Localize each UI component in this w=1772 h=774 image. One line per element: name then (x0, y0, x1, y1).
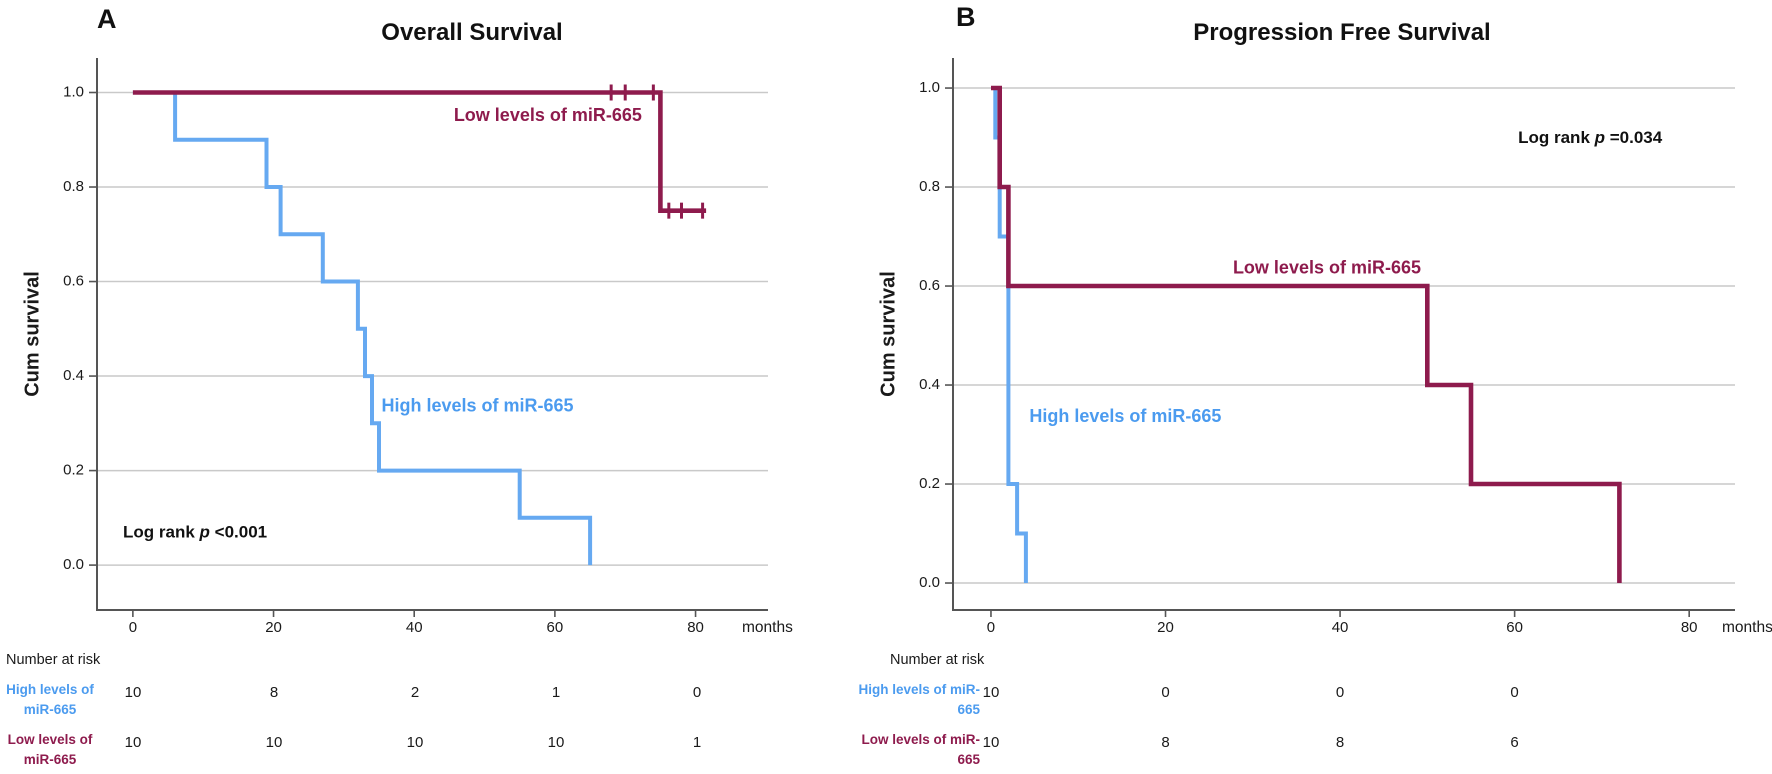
risk-count-low-80mo: 1 (692, 734, 702, 751)
panel-A-plot: 0.0 0.2 0.4 0.6 0.8 1.0 0 20 40 60 80 months Cum sur… (21, 58, 793, 636)
x-tick-label: 80 (1681, 619, 1698, 636)
x-tick-label: 20 (265, 619, 282, 636)
risk-row-label-line: Low levels of miR- (861, 732, 980, 747)
curve-label: Low levels of miR-665 (1233, 257, 1421, 277)
panel-b-title: Progression Free Survival (1193, 19, 1491, 46)
curve-label: Low levels of miR-665 (454, 105, 642, 125)
risk-count-high-0mo: 10 (124, 684, 142, 701)
risk-count-high-60mo: 1 (551, 684, 561, 701)
risk-count-low-40mo: 8 (1335, 734, 1345, 751)
x-tick-label: 40 (1332, 619, 1349, 636)
panel-B-plot: 0.0 0.2 0.4 0.6 0.8 1.0 0 20 40 60 80 months Cum sur… (877, 58, 1772, 636)
y-tick-label: 0.4 (919, 376, 940, 393)
x-axis-unit-label: months (742, 619, 793, 636)
risk-count-low-40mo: 10 (406, 734, 424, 751)
risk-row-label-high: High levels of miR- 665 (848, 680, 980, 720)
y-tick-label: 0.8 (919, 178, 940, 195)
risk-count-high-80mo: 0 (692, 684, 702, 701)
survival-curve-low-levels-of-mir-665 (132, 90, 707, 213)
y-tick-label: 0.2 (63, 462, 84, 479)
risk-count-high-40mo: 0 (1335, 684, 1345, 701)
risk-table-header-A: Number at risk (6, 652, 101, 668)
risk-count-high-60mo: 0 (1510, 684, 1519, 701)
x-tick-label: 20 (1157, 619, 1174, 636)
y-tick-label: 0.4 (63, 367, 84, 384)
x-tick-label: 0 (129, 619, 137, 636)
risk-row-label-line: High levels of miR- (858, 682, 980, 697)
y-tick-label: 1.0 (63, 83, 84, 100)
y-tick-label: 1.0 (919, 79, 940, 96)
log-rank-annotation: Log rank p =0.034 (1518, 129, 1663, 148)
y-tick-label: 0.8 (63, 178, 84, 195)
survival-curve-high-levels-of-mir-665 (991, 86, 1028, 583)
x-tick-label: 60 (1506, 619, 1523, 636)
panel-a-title: Overall Survival (381, 19, 563, 46)
risk-count-low-20mo: 10 (265, 734, 283, 751)
y-tick-label: 0.6 (919, 277, 940, 294)
risk-count-low-60mo: 6 (1510, 734, 1519, 751)
curve-label: High levels of miR-665 (1029, 406, 1221, 426)
x-tick-label: 40 (406, 619, 423, 636)
risk-count-low-20mo: 8 (1161, 734, 1170, 751)
panel-letter-a: A (97, 4, 117, 34)
risk-count-high-0mo: 10 (982, 684, 1000, 701)
risk-row-label-line: miR-665 (23, 752, 77, 767)
risk-row-label-line: 665 (957, 702, 980, 717)
risk-row-label-high: High levels of miR-665 (2, 680, 98, 720)
x-tick-label: 60 (547, 619, 564, 636)
risk-count-high-20mo: 8 (269, 684, 279, 701)
risk-row-label-low: Low levels of miR-665 (2, 730, 98, 770)
panel-letter-b: B (956, 2, 976, 32)
x-tick-label: 0 (987, 619, 995, 636)
risk-table-header-B: Number at risk (890, 652, 985, 668)
y-tick-label: 0.2 (919, 475, 940, 492)
survival-curve-high-levels-of-mir-665 (132, 90, 593, 566)
y-tick-label: 0.0 (919, 574, 940, 591)
y-tick-label: 0.0 (63, 556, 84, 573)
risk-count-low-0mo: 10 (124, 734, 142, 751)
risk-row-label-line: 665 (957, 752, 980, 767)
risk-row-label-line: miR-665 (23, 702, 77, 717)
risk-row-label-line: High levels of (6, 682, 94, 697)
curve-label: High levels of miR-665 (381, 396, 573, 416)
y-axis-label: Cum survival (877, 271, 899, 397)
x-axis-unit-label: months (1722, 619, 1772, 636)
y-tick-label: 0.6 (63, 273, 84, 290)
survival-plots-svg: 0.0 0.2 0.4 0.6 0.8 1.0 0 20 40 60 80 months Cum sur… (21, 58, 1772, 636)
risk-count-low-0mo: 10 (982, 734, 1000, 751)
risk-count-low-60mo: 10 (547, 734, 565, 751)
y-axis-label: Cum survival (21, 271, 43, 397)
risk-count-high-40mo: 2 (410, 684, 420, 701)
survival-curve-low-levels-of-mir-665 (991, 85, 1622, 583)
x-tick-label: 80 (687, 619, 704, 636)
risk-count-high-20mo: 0 (1161, 684, 1170, 701)
risk-row-label-line: Low levels of (7, 732, 93, 747)
risk-row-label-low: Low levels of miR- 665 (848, 730, 980, 770)
log-rank-annotation: Log rank p <0.001 (123, 523, 267, 542)
